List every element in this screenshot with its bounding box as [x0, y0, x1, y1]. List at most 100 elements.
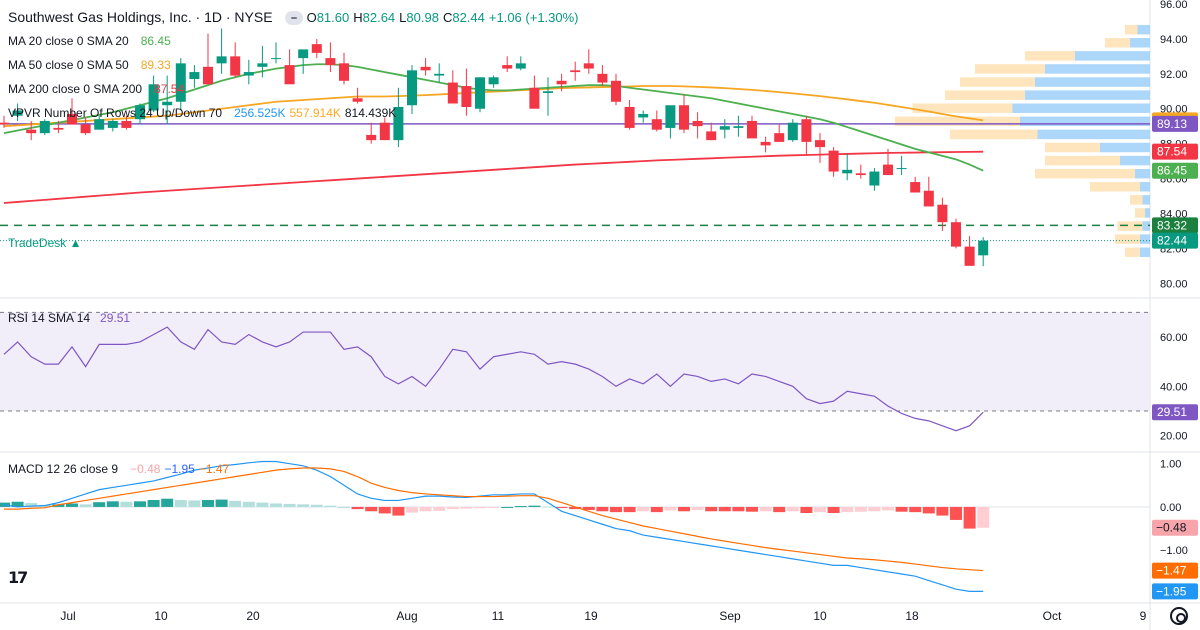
price-tick-label: 80.00: [1160, 278, 1188, 290]
candle-down: [692, 120, 703, 127]
candle-up: [189, 72, 200, 80]
macd-histogram-bar: [66, 503, 78, 507]
macd-histogram-bar: [637, 506, 650, 512]
eye-icon[interactable]: [284, 10, 303, 25]
macd-legend[interactable]: MACD 12 26 close 9 −0.48 −1.95 −1.47: [8, 461, 233, 477]
macd-histogram-bar: [338, 506, 350, 508]
candle-up: [543, 91, 553, 94]
macd-histogram-bar: [773, 506, 786, 513]
time-tick-label: 18: [905, 609, 919, 623]
time-tick-label: 20: [246, 609, 260, 623]
candle-down: [651, 119, 662, 130]
price-tick-label: 96.00: [1160, 0, 1188, 11]
macd-histogram-bar: [487, 506, 500, 508]
candle-down: [26, 129, 37, 134]
time-tick-label: 10: [813, 609, 827, 623]
candle-down: [597, 73, 608, 83]
candle-up: [12, 110, 23, 116]
volume-profile-down-bar: [1090, 182, 1140, 192]
ma200-value: 87.54: [154, 82, 185, 96]
volume-profile-up-bar: [1140, 234, 1150, 244]
time-tick-label: Jul: [60, 609, 75, 623]
macd-histogram-bar: [351, 506, 364, 510]
price-axis-label-bg: [1152, 162, 1198, 179]
macd-histogram-bar: [202, 500, 214, 507]
macd-histogram-bar: [25, 503, 38, 507]
low-label: L: [399, 10, 407, 25]
macd-histogram-bar: [528, 505, 541, 507]
candle-down: [679, 105, 689, 130]
vpvr-legend[interactable]: VPVR Number Of Rows 24 Up/Down 70 256.525…: [8, 105, 400, 121]
volume-profile-down-bar: [1130, 195, 1143, 205]
macd-histogram-bar: [977, 506, 990, 528]
macd-histogram-bar: [882, 506, 894, 511]
macd-histogram-bar: [419, 506, 432, 512]
candle-down: [502, 65, 513, 69]
macd-axis-label-bg: [1152, 583, 1198, 600]
macd-axis-label: −1.47: [1156, 564, 1187, 578]
candle-down: [67, 113, 77, 125]
macd-axis-label-bg: [1152, 562, 1198, 579]
candle-up: [787, 122, 798, 141]
gear-icon[interactable]: [1170, 607, 1188, 625]
candle-down: [352, 98, 363, 102]
symbol-header: Southwest Gas Holdings, Inc. · 1D · NYSE…: [8, 9, 583, 26]
ma50-legend[interactable]: MA 50 close 0 SMA 50 89.33: [8, 57, 175, 73]
time-tick-label: 9: [1140, 609, 1147, 623]
candle-up: [175, 63, 186, 102]
macd-histogram-bar: [718, 506, 731, 512]
ma200-legend[interactable]: MA 200 close 0 SMA 200 87.54: [8, 81, 188, 97]
rsi-legend[interactable]: RSI 14 SMA 14 29.51: [8, 310, 134, 326]
change-value: +1.06 (+1.30%): [488, 10, 579, 25]
price-axis-label: 89.13: [1157, 117, 1187, 131]
macd-histogram-bar: [174, 500, 187, 507]
ma20-label: MA 20 close 0 SMA 20: [8, 34, 129, 48]
price-axis-label: 86.45: [1157, 164, 1187, 178]
macd-histogram-bar: [392, 506, 405, 516]
tradingview-logo-icon[interactable]: 17: [8, 568, 28, 587]
macd-tick-label: 1.00: [1160, 459, 1181, 471]
macd-histogram-bar: [841, 506, 854, 513]
high-value: 82.64: [362, 10, 396, 25]
macd-histogram-bar: [120, 501, 133, 507]
macd-histogram-bar: [814, 506, 826, 513]
volume-profile-up-bar: [1012, 103, 1150, 113]
high-label: H: [353, 10, 363, 25]
symbol-title[interactable]: Southwest Gas Holdings, Inc. · 1D · NYSE: [8, 9, 273, 25]
macd-histogram-bar: [542, 506, 554, 508]
volume-profile-up-bar: [1020, 116, 1150, 127]
macd-histogram-bar: [596, 506, 609, 512]
volume-profile-down-bar: [975, 64, 1045, 74]
candle-down: [366, 134, 377, 141]
volume-profile-down-bar: [1025, 51, 1075, 61]
macd-histogram-bar: [909, 506, 922, 513]
candle-down: [815, 140, 825, 148]
volume-profile-up-bar: [1120, 155, 1150, 166]
candle-down: [80, 124, 91, 134]
macd-signal-value: −1.47: [198, 462, 230, 476]
candle-down: [0, 122, 9, 125]
rsi-line: [3, 326, 984, 432]
candle-down: [284, 65, 295, 85]
macd-hist-value: −0.48: [130, 462, 161, 476]
rsi-tick-label: 60.00: [1160, 332, 1188, 344]
candle-down: [774, 133, 785, 142]
macd-histogram-bar: [270, 503, 282, 507]
ma20-legend[interactable]: MA 20 close 0 SMA 20 86.45: [8, 33, 175, 49]
macd-histogram-bar: [134, 501, 146, 507]
volume-profile-up-bar: [1145, 208, 1150, 218]
volume-profile-up-bar: [1037, 129, 1150, 140]
macd-histogram-bar: [746, 506, 758, 512]
candle-down: [230, 56, 241, 76]
candle-up: [978, 240, 989, 256]
candle-up: [407, 70, 417, 106]
price-axis-label-bg: [1152, 232, 1198, 249]
ma50-value: 89.33: [140, 58, 171, 72]
macd-histogram-bar: [297, 504, 310, 507]
macd-histogram-bar: [569, 506, 582, 510]
macd-histogram-bar: [610, 506, 622, 513]
macd-histogram-bar: [11, 501, 24, 507]
tradedesk-label[interactable]: TradeDesk ▲: [8, 236, 81, 250]
macd-histogram-bar: [501, 506, 514, 508]
